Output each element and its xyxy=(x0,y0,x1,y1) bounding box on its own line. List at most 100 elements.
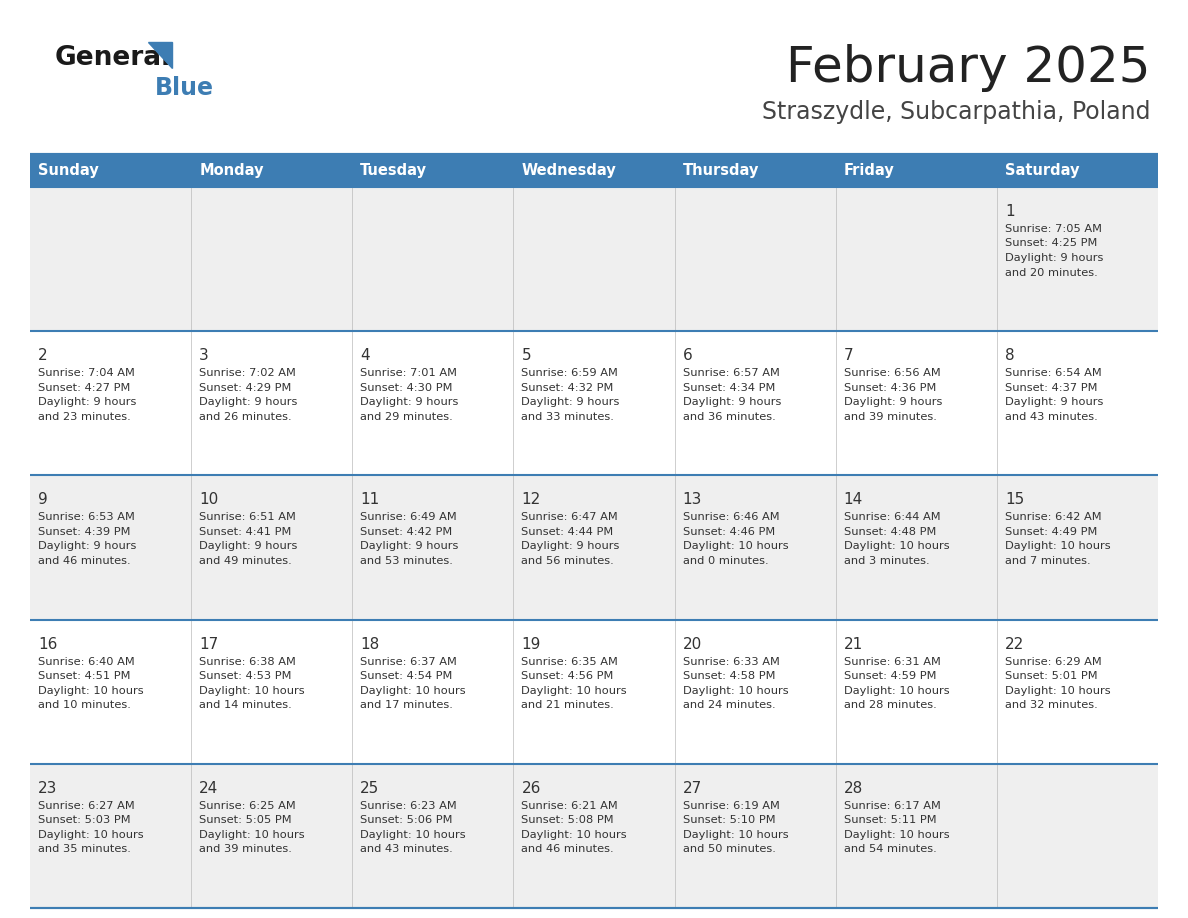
Text: Sunset: 4:42 PM: Sunset: 4:42 PM xyxy=(360,527,453,537)
Text: Sunset: 4:36 PM: Sunset: 4:36 PM xyxy=(843,383,936,393)
Text: Sunrise: 6:44 AM: Sunrise: 6:44 AM xyxy=(843,512,941,522)
Text: and 17 minutes.: and 17 minutes. xyxy=(360,700,453,711)
Text: Daylight: 9 hours: Daylight: 9 hours xyxy=(522,542,620,552)
Text: and 26 minutes.: and 26 minutes. xyxy=(200,411,292,421)
Text: Sunrise: 6:38 AM: Sunrise: 6:38 AM xyxy=(200,656,296,666)
Text: 15: 15 xyxy=(1005,492,1024,508)
Text: Daylight: 10 hours: Daylight: 10 hours xyxy=(683,686,788,696)
Text: Sunset: 4:34 PM: Sunset: 4:34 PM xyxy=(683,383,775,393)
Text: Daylight: 9 hours: Daylight: 9 hours xyxy=(38,542,137,552)
Bar xyxy=(30,764,1158,908)
Text: and 24 minutes.: and 24 minutes. xyxy=(683,700,776,711)
Text: Sunset: 4:49 PM: Sunset: 4:49 PM xyxy=(1005,527,1098,537)
Text: 23: 23 xyxy=(38,781,57,796)
Text: and 53 minutes.: and 53 minutes. xyxy=(360,556,453,565)
Text: Sunrise: 6:17 AM: Sunrise: 6:17 AM xyxy=(843,800,941,811)
Text: Sunset: 4:32 PM: Sunset: 4:32 PM xyxy=(522,383,614,393)
Text: Sunday: Sunday xyxy=(38,163,99,178)
Text: and 7 minutes.: and 7 minutes. xyxy=(1005,556,1091,565)
Text: Daylight: 9 hours: Daylight: 9 hours xyxy=(1005,253,1104,263)
Text: Daylight: 10 hours: Daylight: 10 hours xyxy=(843,830,949,840)
Text: 27: 27 xyxy=(683,781,702,796)
Text: 25: 25 xyxy=(360,781,379,796)
Text: and 46 minutes.: and 46 minutes. xyxy=(522,845,614,855)
Text: Daylight: 10 hours: Daylight: 10 hours xyxy=(38,686,144,696)
Text: Sunset: 4:53 PM: Sunset: 4:53 PM xyxy=(200,671,291,681)
Text: Daylight: 9 hours: Daylight: 9 hours xyxy=(360,542,459,552)
Text: and 28 minutes.: and 28 minutes. xyxy=(843,700,936,711)
Text: and 49 minutes.: and 49 minutes. xyxy=(200,556,292,565)
Text: Sunset: 5:08 PM: Sunset: 5:08 PM xyxy=(522,815,614,825)
Text: February 2025: February 2025 xyxy=(785,44,1150,92)
Text: Sunrise: 6:33 AM: Sunrise: 6:33 AM xyxy=(683,656,779,666)
Text: Sunset: 5:03 PM: Sunset: 5:03 PM xyxy=(38,815,131,825)
Text: and 35 minutes.: and 35 minutes. xyxy=(38,845,131,855)
Text: 28: 28 xyxy=(843,781,862,796)
Text: Sunrise: 6:21 AM: Sunrise: 6:21 AM xyxy=(522,800,618,811)
Text: 21: 21 xyxy=(843,636,862,652)
Text: Daylight: 9 hours: Daylight: 9 hours xyxy=(360,397,459,408)
Text: Daylight: 10 hours: Daylight: 10 hours xyxy=(683,830,788,840)
Text: and 46 minutes.: and 46 minutes. xyxy=(38,556,131,565)
Text: Daylight: 9 hours: Daylight: 9 hours xyxy=(200,397,297,408)
Text: Daylight: 10 hours: Daylight: 10 hours xyxy=(683,542,788,552)
Text: Sunrise: 6:29 AM: Sunrise: 6:29 AM xyxy=(1005,656,1101,666)
Text: Sunrise: 6:37 AM: Sunrise: 6:37 AM xyxy=(360,656,457,666)
Text: and 14 minutes.: and 14 minutes. xyxy=(200,700,292,711)
Text: Sunset: 4:25 PM: Sunset: 4:25 PM xyxy=(1005,239,1098,249)
Text: Sunrise: 7:02 AM: Sunrise: 7:02 AM xyxy=(200,368,296,378)
Text: and 23 minutes.: and 23 minutes. xyxy=(38,411,131,421)
Text: Daylight: 9 hours: Daylight: 9 hours xyxy=(1005,397,1104,408)
Text: Tuesday: Tuesday xyxy=(360,163,428,178)
Text: and 3 minutes.: and 3 minutes. xyxy=(843,556,929,565)
Text: Daylight: 10 hours: Daylight: 10 hours xyxy=(843,686,949,696)
Text: Straszydle, Subcarpathia, Poland: Straszydle, Subcarpathia, Poland xyxy=(762,100,1150,124)
Text: Sunset: 4:44 PM: Sunset: 4:44 PM xyxy=(522,527,614,537)
Text: 1: 1 xyxy=(1005,204,1015,219)
Text: Monday: Monday xyxy=(200,163,264,178)
Text: and 43 minutes.: and 43 minutes. xyxy=(1005,411,1098,421)
Text: Sunrise: 6:42 AM: Sunrise: 6:42 AM xyxy=(1005,512,1101,522)
Text: Sunrise: 6:59 AM: Sunrise: 6:59 AM xyxy=(522,368,618,378)
Text: and 20 minutes.: and 20 minutes. xyxy=(1005,267,1098,277)
Text: 20: 20 xyxy=(683,636,702,652)
Text: 9: 9 xyxy=(38,492,48,508)
Text: and 21 minutes.: and 21 minutes. xyxy=(522,700,614,711)
Text: General: General xyxy=(55,45,171,71)
Text: Sunrise: 6:23 AM: Sunrise: 6:23 AM xyxy=(360,800,457,811)
Text: and 36 minutes.: and 36 minutes. xyxy=(683,411,776,421)
Text: Daylight: 10 hours: Daylight: 10 hours xyxy=(38,830,144,840)
Text: Sunset: 4:56 PM: Sunset: 4:56 PM xyxy=(522,671,614,681)
Text: 4: 4 xyxy=(360,348,369,364)
Text: Sunset: 4:59 PM: Sunset: 4:59 PM xyxy=(843,671,936,681)
Text: 3: 3 xyxy=(200,348,209,364)
Text: 16: 16 xyxy=(38,636,57,652)
Text: 8: 8 xyxy=(1005,348,1015,364)
Text: Sunrise: 6:25 AM: Sunrise: 6:25 AM xyxy=(200,800,296,811)
Text: Sunset: 5:11 PM: Sunset: 5:11 PM xyxy=(843,815,936,825)
Text: Sunset: 4:41 PM: Sunset: 4:41 PM xyxy=(200,527,291,537)
Text: and 39 minutes.: and 39 minutes. xyxy=(843,411,936,421)
Text: 18: 18 xyxy=(360,636,379,652)
Bar xyxy=(30,331,1158,476)
Text: and 56 minutes.: and 56 minutes. xyxy=(522,556,614,565)
Text: 24: 24 xyxy=(200,781,219,796)
Text: Daylight: 10 hours: Daylight: 10 hours xyxy=(360,830,466,840)
Text: Sunset: 5:05 PM: Sunset: 5:05 PM xyxy=(200,815,292,825)
Text: 2: 2 xyxy=(38,348,48,364)
Text: Sunset: 4:51 PM: Sunset: 4:51 PM xyxy=(38,671,131,681)
Text: Thursday: Thursday xyxy=(683,163,759,178)
Text: Wednesday: Wednesday xyxy=(522,163,617,178)
Text: Sunrise: 6:27 AM: Sunrise: 6:27 AM xyxy=(38,800,134,811)
Text: and 10 minutes.: and 10 minutes. xyxy=(38,700,131,711)
Text: Daylight: 9 hours: Daylight: 9 hours xyxy=(843,397,942,408)
Text: Sunrise: 6:40 AM: Sunrise: 6:40 AM xyxy=(38,656,134,666)
Text: Sunset: 5:01 PM: Sunset: 5:01 PM xyxy=(1005,671,1098,681)
Text: 13: 13 xyxy=(683,492,702,508)
Text: Daylight: 10 hours: Daylight: 10 hours xyxy=(522,830,627,840)
Text: and 39 minutes.: and 39 minutes. xyxy=(200,845,292,855)
Text: Daylight: 10 hours: Daylight: 10 hours xyxy=(843,542,949,552)
Text: Sunrise: 6:51 AM: Sunrise: 6:51 AM xyxy=(200,512,296,522)
Text: Sunset: 4:48 PM: Sunset: 4:48 PM xyxy=(843,527,936,537)
Text: 19: 19 xyxy=(522,636,541,652)
